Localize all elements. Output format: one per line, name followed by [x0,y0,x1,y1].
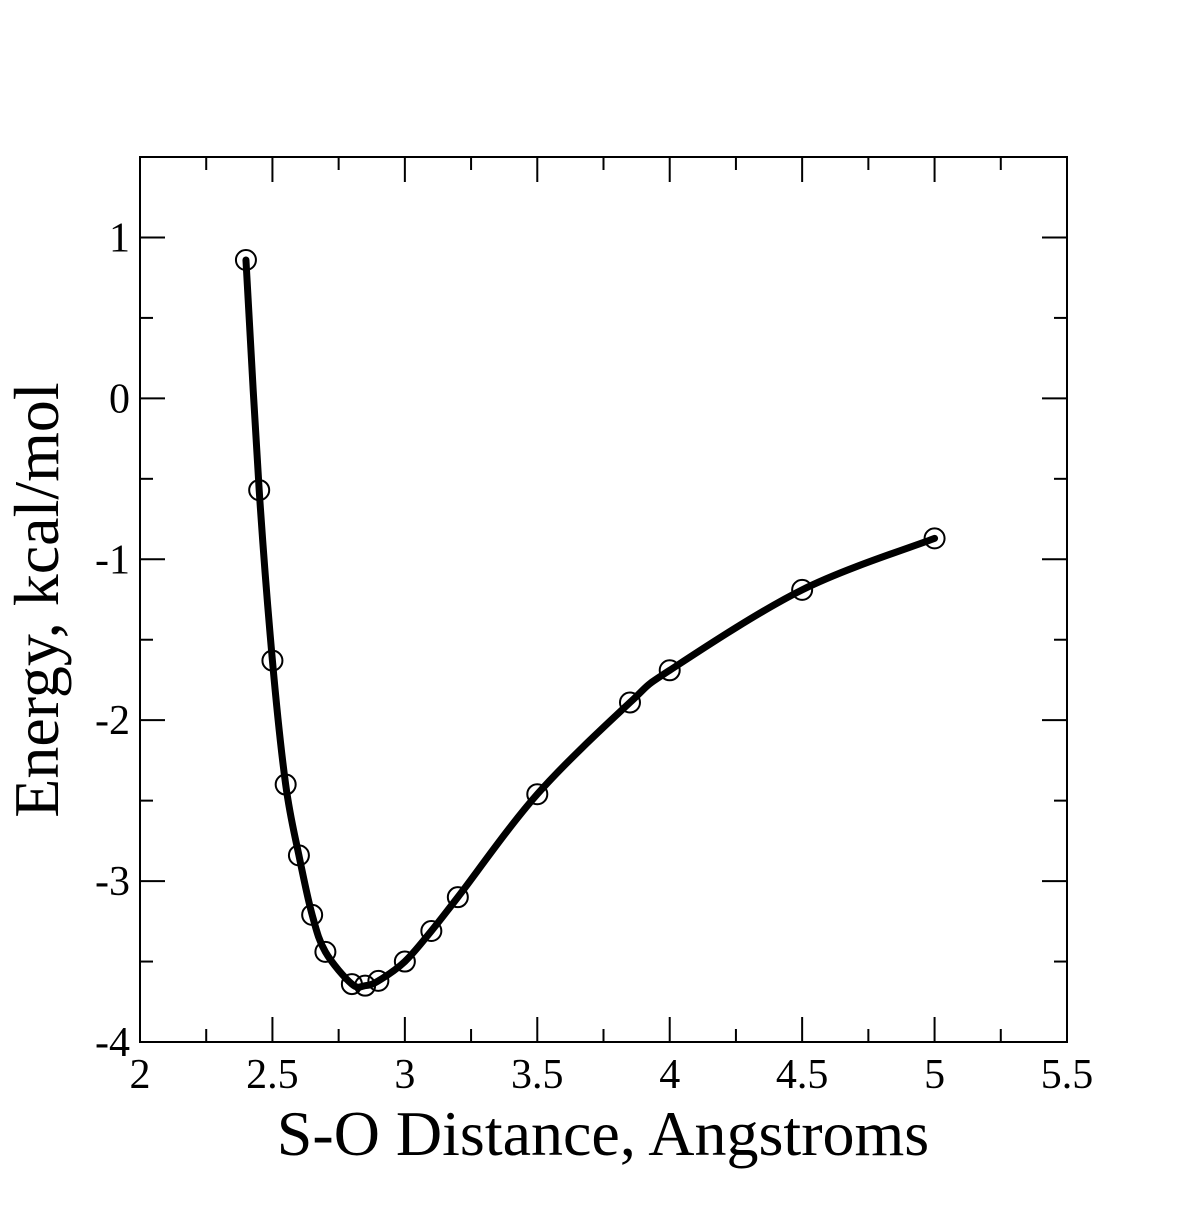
x-tick-label: 5 [924,1052,945,1098]
x-tick-label: 4.5 [776,1052,829,1098]
x-tick-label: 2.5 [246,1052,299,1098]
y-tick-label: -1 [95,537,130,583]
x-tick-label: 5.5 [1041,1052,1094,1098]
y-tick-label: -3 [95,859,130,905]
data-point-marker [367,969,390,992]
data-point-marker [314,940,337,963]
data-point-marker [274,773,297,796]
x-tick-label: 3.5 [511,1052,564,1098]
plot-frame [139,156,1068,1043]
x-axis-title: S-O Distance, Angstroms [277,1098,929,1169]
y-tick-label: 1 [109,215,130,261]
data-point-marker [923,527,946,550]
data-point-marker [526,783,549,806]
y-axis-title: Energy, kcal/mol [1,382,72,817]
data-point-marker [234,248,257,271]
data-point-marker [261,649,284,672]
y-tick-label: 0 [109,376,130,422]
data-point-marker [420,919,443,942]
data-point-marker [393,950,416,973]
y-tick-labels: -4 -3 -2 -1 0 1 [95,215,130,1066]
data-point-marker [340,973,363,996]
y-tick-label: -2 [95,698,130,744]
axis-ticks [139,157,1068,1043]
data-point-marker [301,903,324,926]
x-tick-label: 4 [659,1052,680,1098]
data-point-marker [658,659,681,682]
data-point-marker [354,974,377,997]
data-point-marker [287,844,310,867]
data-markers [234,248,946,997]
x-tick-label: 2 [130,1052,151,1098]
x-tick-labels: 2 2.5 3 3.5 4 4.5 5 5.5 [130,1052,1094,1098]
data-point-marker [791,578,814,601]
data-point-marker [618,691,641,714]
y-tick-label: -4 [95,1020,130,1066]
data-point-marker [446,886,469,909]
x-tick-label: 3 [394,1052,415,1098]
data-point-marker [248,479,271,502]
series-line [242,256,939,991]
